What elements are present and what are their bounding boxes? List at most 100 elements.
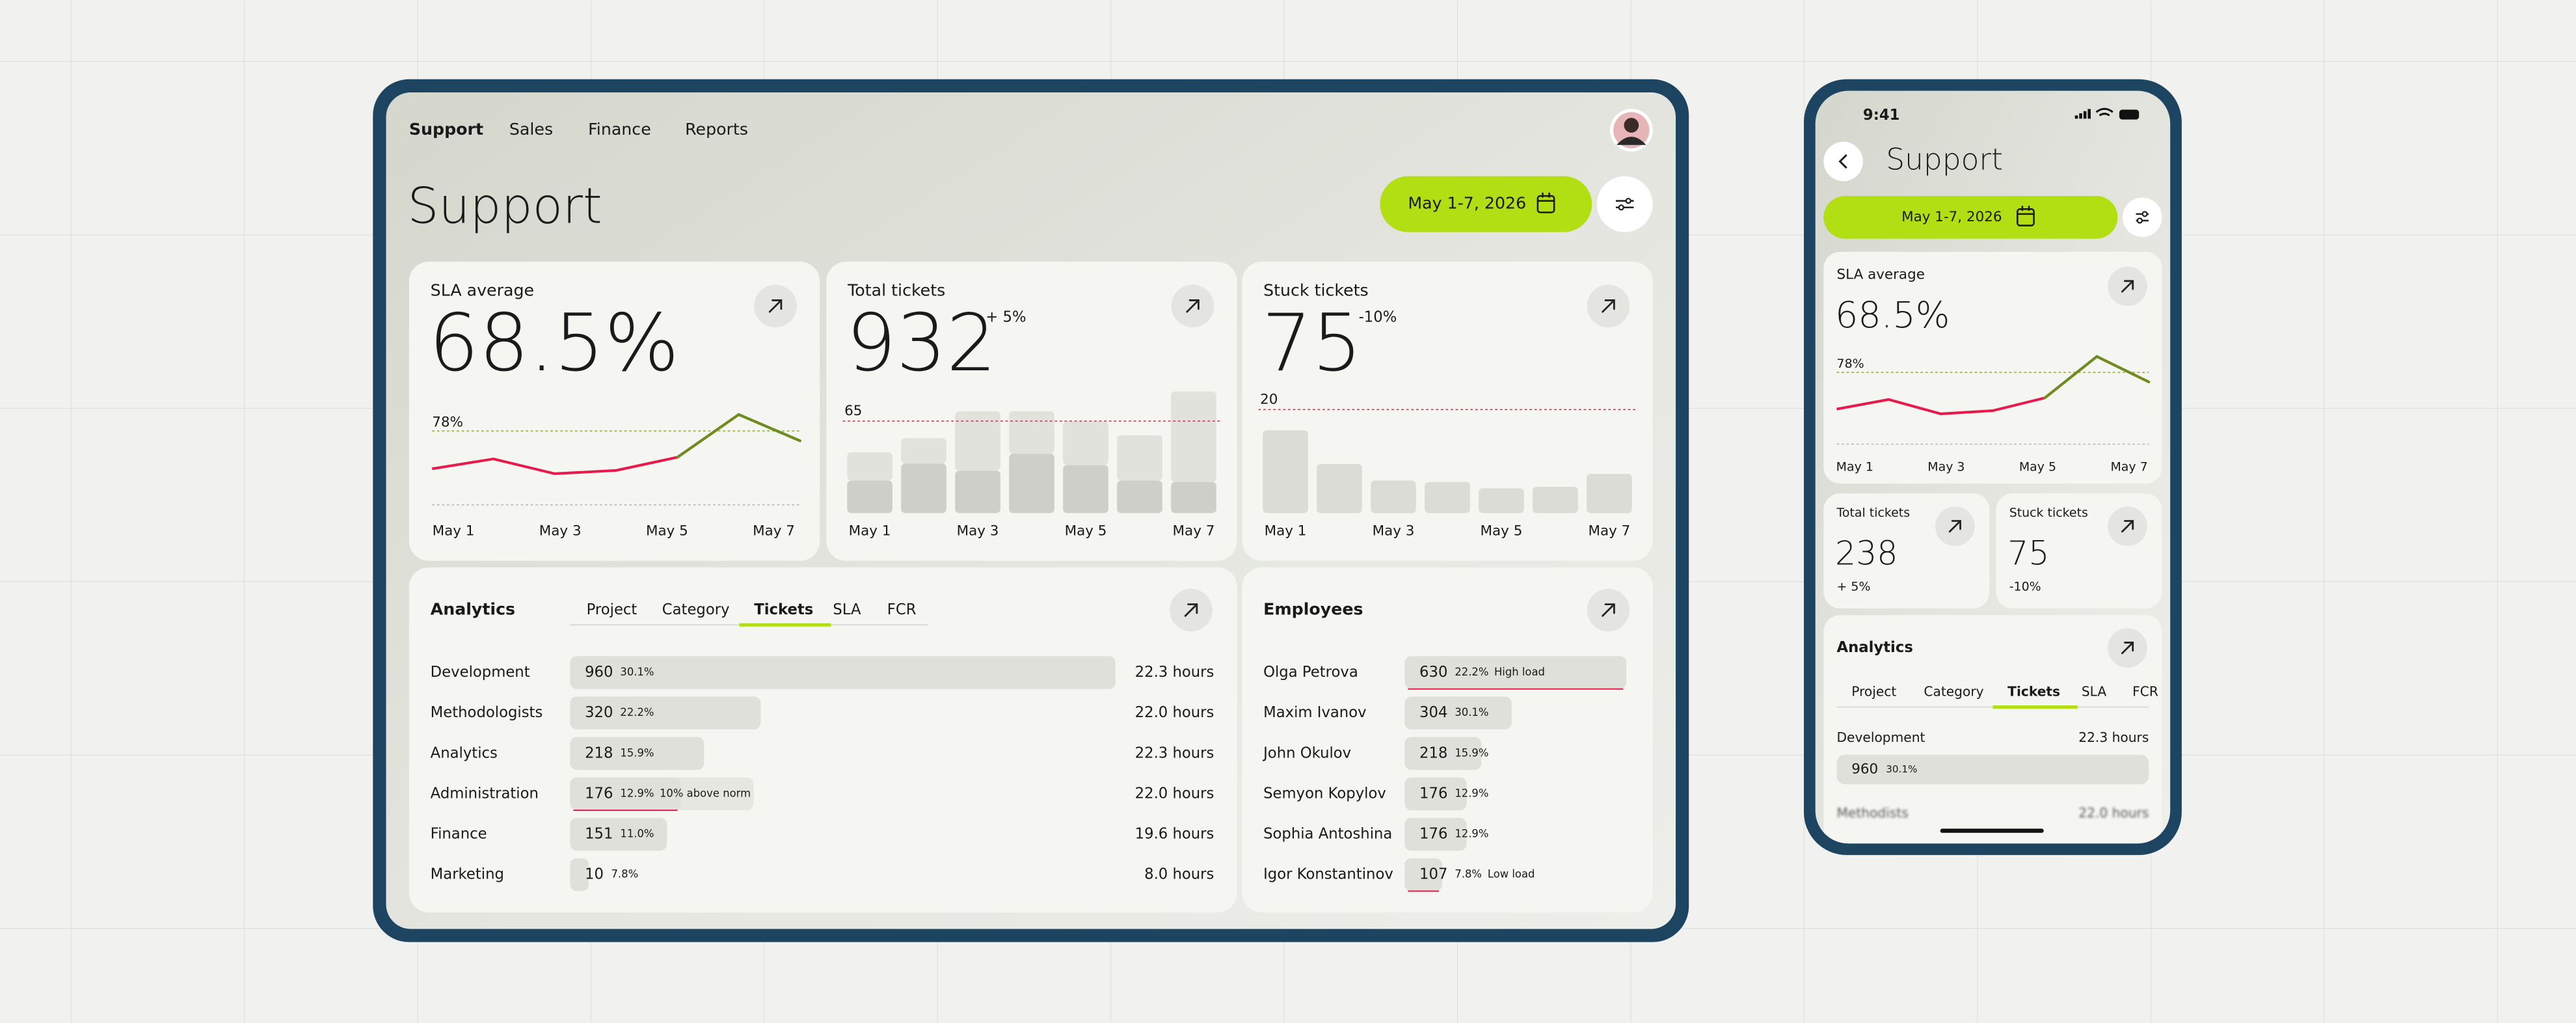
- bar: [1263, 430, 1308, 513]
- threshold-label: 78%: [1837, 357, 1864, 371]
- status-time: 9:41: [1863, 107, 1900, 124]
- x-tick-label: May 5: [646, 523, 688, 539]
- bar: [1063, 465, 1108, 513]
- arrow-icon: [1948, 520, 1961, 533]
- date-button[interactable]: [1823, 196, 2118, 239]
- row-bar: [1836, 754, 2149, 785]
- tab[interactable]: Tickets: [2007, 683, 2060, 699]
- bar: [955, 411, 1000, 471]
- bar: [1371, 480, 1416, 513]
- tab[interactable]: Project: [1851, 683, 1896, 699]
- signal-bar: [2079, 113, 2082, 119]
- row-bar: [570, 656, 1116, 689]
- tab[interactable]: SLA: [833, 601, 861, 618]
- row-name: Maxim Ivanov: [1263, 704, 1366, 721]
- home-indicator: [1940, 828, 2044, 833]
- tab[interactable]: Tickets: [754, 601, 813, 618]
- x-tick-label: May 3: [539, 523, 582, 539]
- row-share: 7.8%: [611, 868, 638, 880]
- row-share: 12.9%: [1455, 787, 1488, 799]
- tab[interactable]: SLA: [2082, 683, 2107, 699]
- row-share: 12.9%: [1455, 828, 1488, 840]
- row-bar: [1404, 696, 1512, 730]
- arrow-icon: [2121, 520, 2134, 533]
- signal-bar: [2074, 115, 2078, 119]
- bar: [955, 471, 1000, 513]
- row-bar: [570, 858, 589, 892]
- card-value: 932: [846, 297, 997, 389]
- avatar-body: [1617, 137, 1646, 145]
- arrow-icon: [1602, 299, 1615, 313]
- row-note: 10% above norm: [660, 787, 751, 799]
- filter-button[interactable]: [2122, 197, 2162, 238]
- x-tick-label: May 1: [849, 523, 891, 539]
- x-tick-label: May 5: [2019, 459, 2056, 474]
- card-title: Employees: [1263, 600, 1363, 619]
- x-tick-label: May 3: [1927, 459, 1965, 474]
- card-title: Stuck tickets: [1263, 281, 1369, 300]
- tab[interactable]: Project: [587, 601, 637, 618]
- row-hours: 22.0 hours: [2078, 805, 2149, 821]
- x-tick-label: May 3: [957, 523, 999, 539]
- row-value: 960: [585, 664, 613, 681]
- reference-label: 20: [1260, 391, 1278, 407]
- battery-icon: [2119, 109, 2140, 120]
- tab[interactable]: FCR: [887, 601, 917, 618]
- row-name: Development: [1837, 730, 1925, 745]
- nav-tab[interactable]: Reports: [685, 120, 748, 139]
- row-note: Low load: [1488, 868, 1535, 880]
- date-button[interactable]: [1380, 176, 1592, 232]
- bar: [847, 452, 892, 481]
- row-name: Development: [431, 664, 530, 681]
- card-title: SLA average: [431, 281, 534, 300]
- arrow-icon: [768, 299, 783, 313]
- row-hours: 22.3 hours: [1135, 664, 1214, 681]
- card-change: + 5%: [986, 308, 1026, 325]
- threshold-label: 78%: [432, 415, 463, 431]
- back-button[interactable]: [1823, 141, 1863, 182]
- arrow-icon: [1184, 603, 1198, 617]
- tab[interactable]: FCR: [2132, 683, 2158, 699]
- row-share: 7.8%: [1455, 868, 1482, 880]
- tab[interactable]: Category: [662, 601, 730, 618]
- avatar-head: [1624, 118, 1639, 133]
- arrow-icon: [2121, 642, 2134, 655]
- reference-label: 65: [844, 403, 862, 419]
- row-value: 304: [1419, 704, 1447, 721]
- x-tick-label: May 1: [1265, 523, 1307, 539]
- card: [1823, 615, 2162, 844]
- card-value: 75: [1262, 297, 1362, 389]
- row-share: 30.1%: [1886, 763, 1917, 775]
- filter-button[interactable]: [1596, 176, 1653, 232]
- row-name: Methodologists: [431, 704, 543, 721]
- row-note: High load: [1494, 666, 1545, 678]
- row-name: Sophia Antoshina: [1263, 826, 1392, 843]
- card-title: SLA average: [1837, 266, 1925, 282]
- wifi-icon: [2095, 107, 2113, 116]
- bar: [1117, 480, 1162, 513]
- sla-line-above: [2043, 355, 2099, 400]
- row-value: 218: [585, 744, 613, 761]
- sla-line-above: [737, 413, 801, 443]
- phone-content: 9:41 Support May 1-7, 2026 SLA average 68.5%…: [1823, 107, 2162, 844]
- tab[interactable]: Category: [1924, 683, 1983, 699]
- card-value: 238: [1835, 534, 1898, 573]
- x-tick-label: May 5: [1481, 523, 1523, 539]
- nav-tab[interactable]: Finance: [588, 120, 651, 139]
- row-value: 107: [1419, 866, 1447, 883]
- row-share: 15.9%: [1455, 746, 1488, 759]
- row-name: Analytics: [431, 744, 498, 761]
- row-name: Finance: [431, 826, 487, 843]
- nav-tab[interactable]: Support: [409, 120, 483, 139]
- row-share: 15.9%: [620, 746, 654, 759]
- card-value: 75: [2007, 534, 2049, 573]
- bar: [1479, 488, 1524, 513]
- nav-tab[interactable]: Sales: [509, 120, 553, 139]
- row-share: 22.2%: [620, 706, 654, 718]
- signal-bar: [2083, 111, 2087, 119]
- bar: [1063, 421, 1108, 465]
- row-value: 630: [1419, 664, 1447, 681]
- row-value: 10: [585, 866, 604, 883]
- arrow-icon: [1602, 603, 1615, 617]
- card-value: 68.5%: [1835, 294, 1950, 336]
